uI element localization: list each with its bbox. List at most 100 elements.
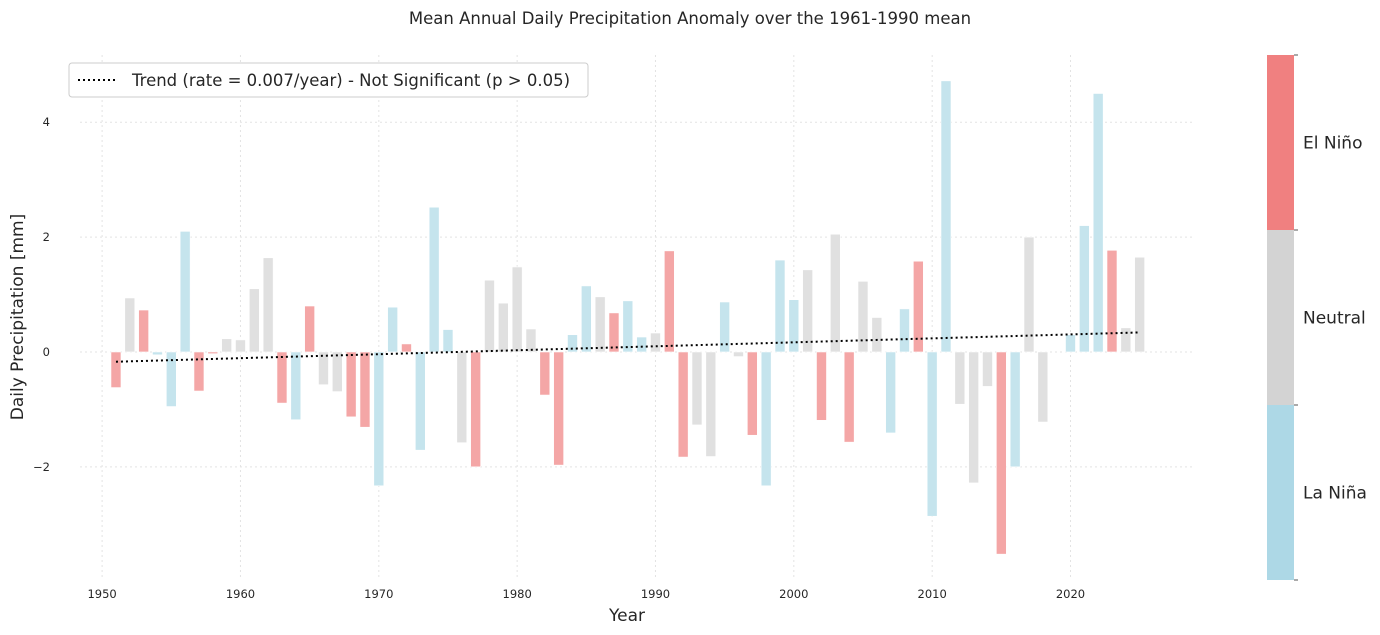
x-tick-label: 1960 [226,587,255,601]
bar-2002 [816,351,827,421]
x-tick-label: 1950 [87,587,116,601]
bar-2022 [1092,93,1104,353]
legend: Trend (rate = 0.007/year) - Not Signific… [68,62,589,98]
bar-1968 [345,351,357,418]
bar-1995 [719,301,730,353]
x-tick-label: 1970 [364,587,393,601]
bar-1966 [318,351,329,386]
bar-2025 [1134,256,1145,353]
bar-1967 [332,351,343,392]
y-axis-label: Daily Precipitation [mm] [8,214,28,420]
bar-1959 [221,338,232,353]
y-tick-label: 0 [43,345,50,359]
colorbar-segment [1267,230,1294,405]
bar-1974 [428,206,440,353]
bar-1956 [179,231,191,353]
bar-1991 [664,250,675,353]
bar-1979 [498,302,509,353]
bar-1996 [733,351,744,357]
bar-1986 [594,296,606,353]
bar-1992 [677,351,689,458]
bar-2018 [1037,351,1049,423]
bar-2009 [913,260,924,353]
bar-1961 [249,288,260,353]
bar-1985 [581,285,592,353]
x-tick-label: 2020 [1056,587,1085,601]
y-tick-label: 2 [43,230,50,244]
bar-1973 [415,351,426,451]
bar-2000 [788,299,800,353]
bar-2014 [982,351,993,387]
bar-2010 [926,351,938,517]
bar-1960 [235,339,246,353]
bar-1983 [553,351,564,466]
bar-2017 [1023,236,1035,353]
bar-1953 [138,309,149,353]
bar-1964 [290,351,302,421]
bar-1951 [110,351,122,388]
bar-1987 [608,312,620,353]
colorbar-segment [1267,55,1294,230]
trend-line [115,331,1140,363]
bar-2013 [968,351,979,484]
bar-2001 [802,269,813,353]
bar-2008 [899,308,910,353]
bar-1958 [207,351,219,354]
x-tick-label: 1980 [503,587,532,601]
colorbar-label: El Niño [1303,134,1362,154]
x-tick-label: 1990 [641,587,670,601]
bar-1978 [484,279,495,353]
bar-2015 [996,351,1007,555]
colorbar-label: Neutral [1303,309,1366,329]
bar-1977 [470,351,481,468]
bar-1975 [442,329,454,353]
bar-2021 [1079,225,1090,353]
bar-1969 [359,351,371,428]
x-tick-label: 2000 [779,587,808,601]
bar-1989 [636,336,647,353]
y-tick-label: −2 [33,460,50,474]
bar-2004 [843,351,855,443]
bar-1982 [539,351,551,396]
bar-2003 [830,233,841,353]
bar-1997 [747,351,758,436]
bar-1990 [650,332,661,353]
bar-1998 [760,351,772,487]
colorbar-segment [1267,405,1294,580]
bar-1980 [511,266,523,353]
bar-1981 [525,328,537,353]
bar-1999 [774,259,786,353]
bar-2007 [885,351,896,434]
bar-1994 [705,351,717,457]
bar-1976 [456,351,468,444]
bar-1963 [276,351,288,404]
bar-2016 [1009,351,1021,468]
legend-trend-label: Trend (rate = 0.007/year) - Not Signific… [131,71,570,90]
x-tick-label: 2010 [918,587,947,601]
bar-1971 [387,306,398,353]
colorbar: La Niña Neutral El Niño [1267,54,1367,581]
bar-2023 [1106,249,1118,353]
x-axis-label: Year [608,606,645,626]
bar-1957 [193,351,205,392]
bar-1965 [304,305,315,353]
bar-1984 [567,334,578,353]
bar-1962 [262,257,274,353]
bar-2005 [857,281,869,353]
bar-2020 [1065,334,1076,353]
bar-2024 [1120,327,1132,353]
bar-1993 [691,351,703,426]
bar-2011 [940,80,952,353]
bar-1952 [124,297,136,353]
bar-1988 [622,300,634,353]
colorbar-label: La Niña [1303,484,1367,504]
chart-title: Mean Annual Daily Precipitation Anomaly … [409,9,971,28]
bar-2012 [954,351,966,405]
y-tick-label: 4 [43,115,50,129]
bar-1970 [373,351,385,487]
bar-1954 [152,351,163,356]
bar-2006 [871,317,883,353]
bar-1972 [401,343,412,353]
bar-1955 [166,351,177,407]
